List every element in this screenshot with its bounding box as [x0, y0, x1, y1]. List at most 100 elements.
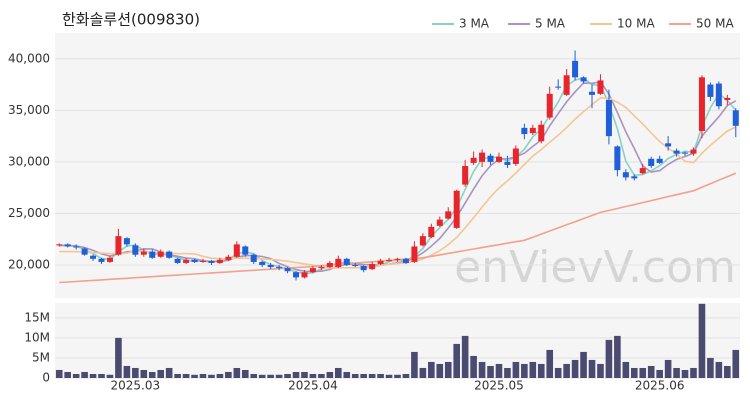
volume-bar — [98, 373, 105, 378]
candle-body — [428, 226, 435, 238]
volume-bar — [495, 363, 503, 378]
volume-bar — [436, 363, 444, 378]
candle-body — [580, 77, 587, 82]
candle-body — [140, 251, 147, 255]
candle-body — [453, 190, 460, 228]
volume-bar — [673, 367, 680, 378]
volume-bar — [233, 367, 241, 378]
candle-body — [436, 219, 443, 226]
volume-bar — [504, 367, 511, 378]
candle-body — [622, 172, 629, 178]
volume-bar — [360, 373, 367, 378]
volume-bar — [428, 361, 435, 378]
volume-bar — [292, 371, 300, 378]
candle-body — [90, 255, 97, 259]
volume-bar — [732, 349, 740, 378]
candle-body — [445, 211, 452, 219]
candle-body — [166, 251, 173, 258]
volume-bar — [64, 371, 71, 378]
volume-bar — [656, 369, 663, 378]
legend-label: 3 MA — [459, 17, 490, 31]
volume-bar — [174, 373, 181, 378]
candle-body — [682, 152, 689, 154]
x-tick-label: 2025.06 — [635, 379, 685, 393]
volume-bar — [182, 373, 190, 378]
candle-body — [199, 260, 206, 262]
volume-bar — [115, 337, 122, 378]
candle-body — [343, 258, 350, 266]
candle-body — [732, 110, 739, 126]
candle-body — [377, 260, 384, 264]
y-tick-label: 25,000 — [8, 206, 50, 220]
volume-bar — [580, 351, 587, 378]
candle-body — [495, 156, 502, 162]
volume-bar — [707, 357, 714, 378]
candle-body — [352, 265, 359, 267]
candle-body — [589, 91, 596, 95]
volume-bar — [123, 365, 131, 378]
volume-bar — [715, 361, 723, 378]
volume-bar — [191, 374, 198, 378]
volume-bar — [622, 361, 630, 378]
volume-bar — [351, 373, 359, 378]
volume-bar — [343, 371, 351, 378]
candle-body — [386, 259, 393, 261]
volume-bar — [647, 365, 655, 378]
candle-body — [225, 256, 232, 260]
volume-bar — [444, 361, 452, 378]
volume-bar — [241, 369, 249, 378]
volume-bar — [563, 363, 570, 378]
candle-body — [724, 97, 731, 101]
candle-body — [208, 260, 215, 263]
volume-bar — [326, 371, 334, 378]
candle-body — [183, 259, 190, 263]
volume-bar — [487, 365, 494, 378]
candle-body — [690, 149, 697, 154]
y-tick-label: 15M — [24, 310, 50, 324]
volume-bar — [55, 369, 63, 378]
y-tick-label: 0 — [42, 371, 50, 385]
volume-bar — [309, 373, 317, 378]
candle-body — [546, 93, 553, 118]
volume-bar — [216, 373, 224, 378]
volume-bar — [571, 359, 579, 378]
volume-bar — [402, 373, 410, 378]
volume-bar — [453, 343, 460, 378]
volume-bar — [132, 367, 139, 378]
volume-bar — [419, 367, 427, 378]
candle-body — [132, 245, 139, 255]
candle-body — [665, 143, 672, 147]
candle-body — [149, 251, 156, 258]
candle-body — [242, 246, 249, 255]
volume-bar — [639, 367, 647, 378]
volume-bar — [512, 361, 520, 378]
volume-bar — [284, 373, 291, 378]
candle-body — [605, 100, 612, 137]
volume-bar — [664, 359, 672, 378]
legend-label: 5 MA — [535, 17, 566, 31]
y-tick-label: 20,000 — [8, 258, 50, 272]
volume-bar — [81, 371, 88, 378]
volume-bar — [681, 369, 689, 378]
volume-bar — [588, 359, 596, 378]
candle-body — [419, 236, 426, 246]
volume-bar — [275, 374, 283, 378]
volume-bar — [377, 373, 384, 378]
candle-body — [648, 158, 655, 167]
candle-body — [538, 124, 545, 142]
volume-bar — [385, 374, 393, 378]
x-tick-label: 2025.05 — [474, 379, 524, 393]
candle-body — [326, 262, 333, 268]
volume-bar — [470, 355, 477, 378]
candle-body — [81, 248, 88, 255]
candle-body — [707, 84, 714, 97]
candle-body — [470, 157, 477, 163]
volume-bar — [250, 373, 258, 378]
chart-title: 한화솔루션(009830) — [62, 11, 200, 29]
candle-body — [656, 158, 663, 163]
candle-body — [157, 251, 164, 257]
candle-body — [276, 267, 283, 269]
volume-bar — [546, 349, 554, 378]
candle-body — [233, 244, 240, 257]
candle-body — [318, 267, 325, 269]
